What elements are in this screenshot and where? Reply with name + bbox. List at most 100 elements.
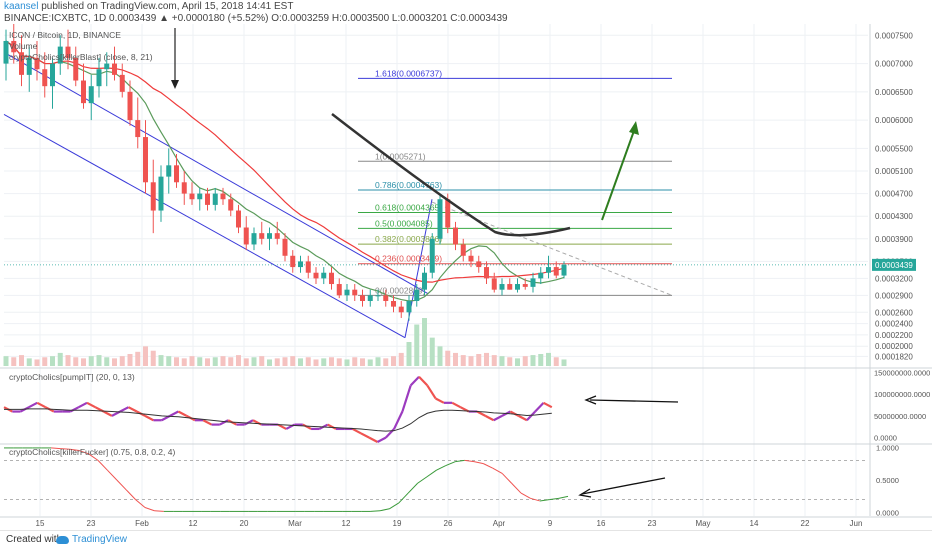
volume-bar	[282, 357, 288, 366]
pump-indicator-label[interactable]: cryptoCholics[pumpIT] (20, 0, 13)	[9, 372, 135, 382]
candle-body	[127, 91, 133, 121]
killer-segment	[107, 469, 118, 481]
price-axis-label: 0.0007500	[875, 31, 913, 40]
tradingview-brand[interactable]: TradingView	[72, 534, 128, 545]
last-price-badge	[872, 258, 916, 271]
price-axis-label: 0.0002200	[875, 331, 913, 340]
killer-segment	[97, 460, 108, 471]
killer-segment	[436, 465, 447, 471]
candle-body	[375, 295, 381, 297]
volume-bar	[104, 357, 110, 366]
candle-body	[344, 289, 350, 296]
candle-body	[267, 233, 272, 239]
volume-bar	[112, 358, 117, 366]
time-axis-label: 20	[240, 519, 249, 528]
killer-segment	[417, 476, 428, 484]
publish-info: published on TradingView.com, April 15, …	[41, 1, 294, 12]
volume-bar	[220, 356, 226, 366]
ohlc-readout: BINANCE:ICXBTC, 1D 0.0003439 ▲ +0.000018…	[4, 13, 508, 24]
volume-bar	[406, 342, 412, 366]
candle-body	[259, 233, 265, 239]
fib-level-label: 0.786(0.0004763)	[375, 180, 442, 190]
price-axis-label: 0.0002400	[875, 320, 913, 329]
candle-body	[50, 63, 55, 87]
killer-segment	[483, 463, 494, 469]
candle-body	[321, 272, 327, 279]
candle-body	[522, 284, 528, 287]
candle-body	[499, 284, 505, 290]
volume-bar	[251, 357, 257, 366]
pump-segment	[352, 427, 362, 435]
pump-segment	[534, 402, 545, 413]
candle-body	[305, 261, 311, 273]
volume-bar	[375, 357, 381, 366]
time-axis-label: 14	[750, 519, 759, 528]
volume-bar	[484, 352, 489, 366]
price-axis-label: 0.0005100	[875, 167, 913, 176]
candle-body	[220, 193, 226, 200]
volume-bar	[166, 356, 172, 366]
candle-body	[158, 176, 164, 211]
candle-body	[414, 289, 420, 301]
volume-bar	[530, 355, 536, 366]
candle-body	[135, 120, 141, 138]
pump-segment	[103, 410, 113, 417]
price-axis-label: 0.0007000	[875, 60, 913, 69]
volume-bar	[476, 354, 482, 366]
channel-upper-line	[3, 51, 429, 295]
time-axis-label: 12	[342, 519, 351, 528]
killer-indicator-label[interactable]: cryptoCholics[killerFucker] (0.75, 0.8, …	[9, 447, 176, 457]
candle-body	[205, 193, 210, 205]
volume-bar	[414, 324, 420, 366]
candle-body	[26, 57, 32, 75]
time-axis-label: 26	[444, 519, 453, 528]
killer-segment	[60, 448, 70, 450]
pump-segment	[36, 401, 47, 409]
pump-axis-label: 100000000.0000	[874, 390, 930, 399]
killer-segment	[464, 459, 475, 463]
pump-segment	[393, 411, 404, 430]
chart-canvas[interactable]: 1.618(0.0006737) 1(0.0005271) 0.786(0.0004…	[0, 0, 932, 530]
volume-bar	[150, 350, 156, 366]
tradingview-cloud-icon	[56, 536, 69, 544]
candle-body	[445, 199, 451, 228]
volume-bar	[367, 359, 373, 366]
time-axis-label: 23	[648, 519, 657, 528]
fib-level-label: 0.5(0.0004085)	[375, 218, 433, 228]
pump-segment	[451, 401, 462, 409]
volume-bar	[561, 359, 567, 366]
candle-body	[290, 255, 296, 268]
volume-bar	[336, 358, 342, 366]
volume-bar	[267, 359, 272, 366]
volume-bar	[305, 357, 311, 366]
volume-bar	[119, 356, 125, 366]
killer-segment	[445, 461, 456, 467]
pump-segment	[368, 436, 379, 443]
author-name[interactable]: kaansel	[4, 1, 39, 12]
time-axis-label: 22	[801, 519, 810, 528]
killer-segment	[125, 489, 136, 500]
price-axis-label: 0.0003200	[875, 274, 913, 283]
killer-pointer-arrow-icon	[581, 477, 666, 495]
candle-body	[313, 272, 319, 279]
candle-body	[11, 40, 17, 53]
candle-body	[274, 233, 280, 239]
time-axis-label: Apr	[493, 519, 506, 528]
rounded-bottom-curve	[331, 113, 571, 237]
candle-body	[360, 295, 365, 301]
ma-indicator-label[interactable]: cryptoCholics[killerBlast] (close, 8, 21…	[9, 52, 153, 62]
killer-segment	[116, 479, 127, 491]
pump-segment	[219, 419, 229, 426]
price-axis-label: 0.0004300	[875, 212, 913, 221]
pump-segment	[327, 423, 337, 430]
volume-bar	[274, 358, 280, 366]
fib-level-label: 0(0.0002899)	[375, 285, 426, 295]
pump-segment	[401, 385, 412, 412]
volume-bar	[546, 352, 551, 366]
candle-body	[34, 57, 40, 70]
pump-segment	[244, 419, 254, 426]
volume-bar	[205, 358, 210, 366]
volume-bar	[468, 356, 474, 366]
pump-segment	[476, 410, 486, 417]
candle-body	[429, 238, 435, 273]
